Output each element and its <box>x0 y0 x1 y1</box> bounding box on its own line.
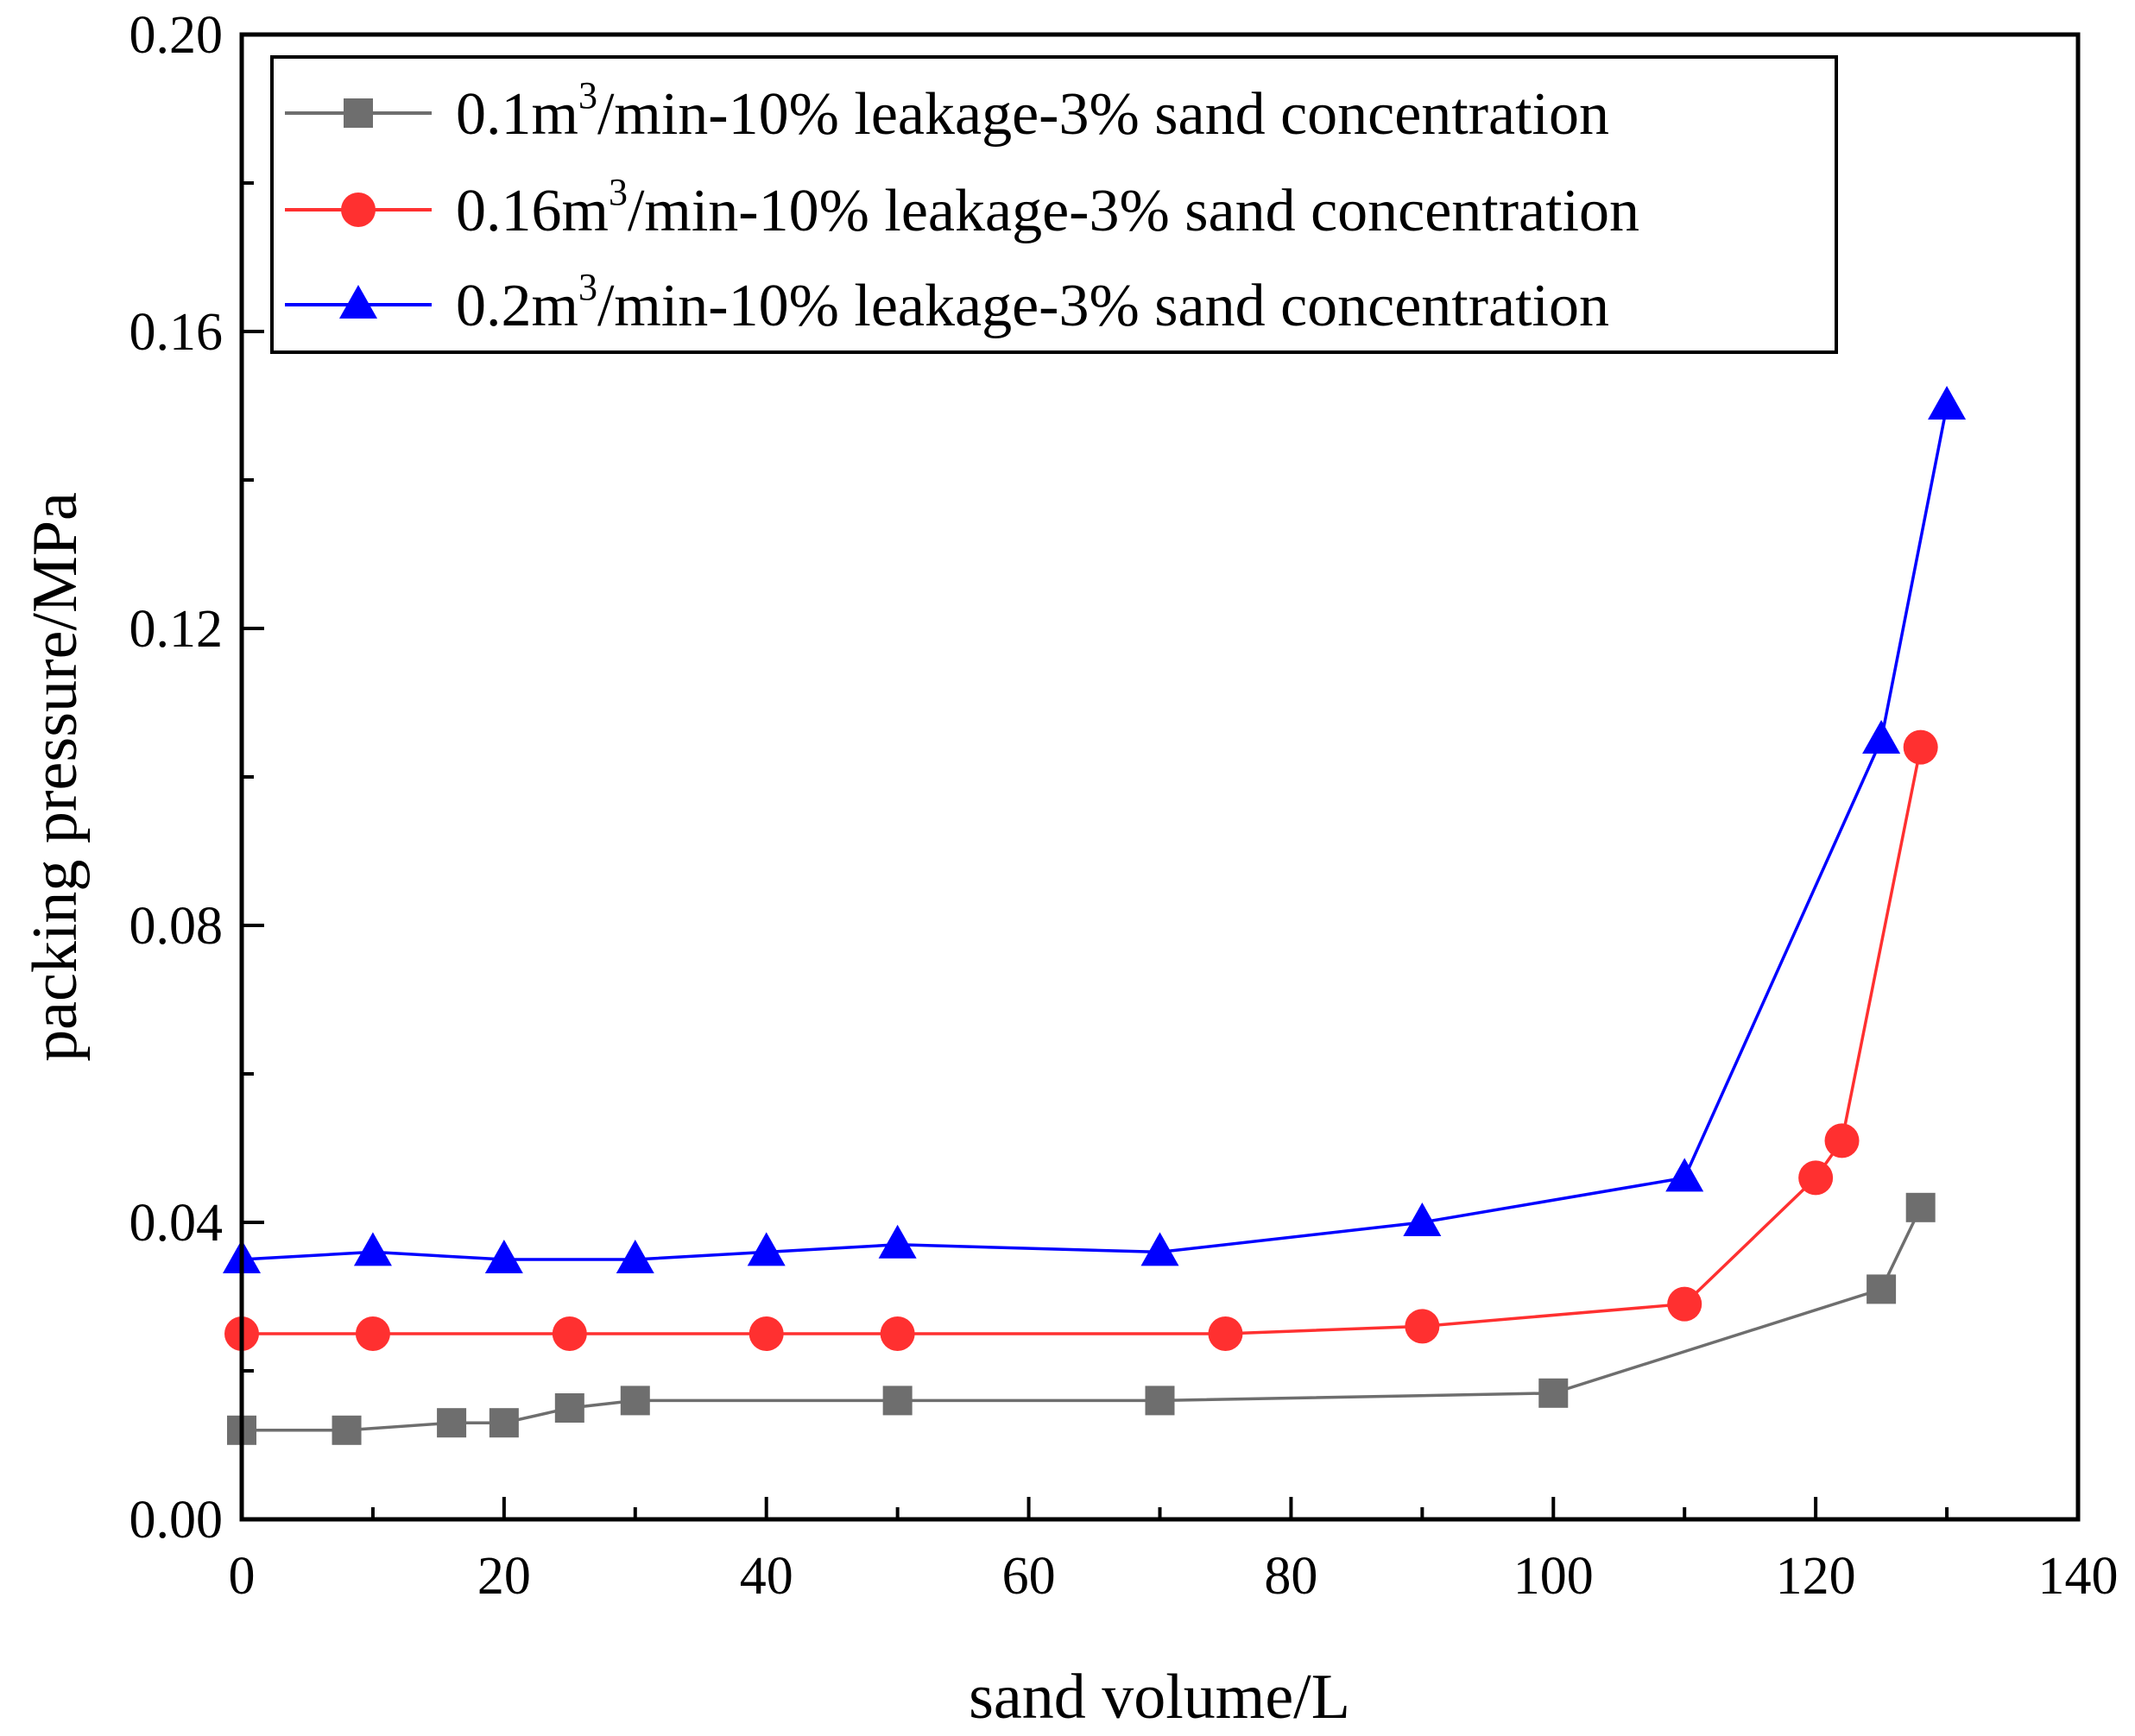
y-tick-label: 0.04 <box>129 1194 224 1253</box>
data-point <box>1667 1286 1702 1322</box>
data-point <box>1538 1378 1569 1408</box>
legend-entry-3: 0.2m3/min-10% leakage-3% sand concentrat… <box>285 266 1609 339</box>
y-tick-label: 0.16 <box>129 303 224 362</box>
data-point <box>489 1408 519 1438</box>
data-point <box>552 1316 587 1351</box>
data-point <box>332 1415 362 1445</box>
data-point <box>749 1316 784 1351</box>
legend-marker <box>344 98 373 128</box>
data-point <box>355 1316 390 1351</box>
data-point <box>878 1224 917 1259</box>
data-point <box>616 1240 654 1273</box>
data-point <box>620 1386 650 1416</box>
legend-marker <box>339 285 377 319</box>
data-point <box>1665 1158 1704 1192</box>
legend: 0.1m3/min-10% leakage-3% sand concentrat… <box>270 55 1838 354</box>
data-point <box>353 1232 392 1266</box>
y-tick-label: 0.08 <box>129 897 224 956</box>
data-point <box>1903 729 1938 765</box>
legend-label: 0.16m3/min-10% leakage-3% sand concentra… <box>456 171 1639 244</box>
legend-label: 0.2m3/min-10% leakage-3% sand concentrat… <box>456 266 1609 339</box>
x-tick-label: 40 <box>740 1547 793 1606</box>
legend-marker <box>341 193 376 227</box>
legend-entry-1: 0.1m3/min-10% leakage-3% sand concentrat… <box>285 74 1609 148</box>
series-layer <box>223 386 1967 1445</box>
data-point <box>1403 1203 1442 1236</box>
x-tick-label: 100 <box>1513 1547 1594 1606</box>
data-point <box>1867 1274 1897 1304</box>
data-point <box>437 1408 467 1438</box>
x-tick-label: 60 <box>1002 1547 1056 1606</box>
data-point <box>1798 1160 1834 1196</box>
data-point <box>1905 1192 1936 1222</box>
legend-label: 0.1m3/min-10% leakage-3% sand concentrat… <box>456 74 1609 148</box>
legend-entry-2: 0.16m3/min-10% leakage-3% sand concentra… <box>285 171 1639 244</box>
data-point <box>1208 1316 1243 1351</box>
y-tick-label: 0.12 <box>129 600 224 659</box>
data-point <box>1928 386 1967 420</box>
data-point <box>747 1232 786 1266</box>
series-3 <box>223 386 1967 1273</box>
y-axis-title: packing pressure/MPa <box>20 492 91 1062</box>
x-tick-label: 0 <box>229 1547 256 1606</box>
y-tick-label: 0.00 <box>129 1491 224 1550</box>
x-tick-label: 80 <box>1264 1547 1317 1606</box>
data-point <box>1862 720 1901 754</box>
data-point <box>1145 1386 1175 1416</box>
data-point <box>554 1393 584 1423</box>
x-tick-label: 120 <box>1776 1547 1856 1606</box>
legend-box <box>270 55 1838 354</box>
y-tick-label: 0.20 <box>129 6 224 65</box>
data-point <box>1405 1309 1440 1344</box>
axis-ticks: 0 20 40 60 80 100 120 140 0.00 0.04 0.08 0.12 0.16 0.… <box>129 6 2119 1606</box>
data-point <box>1140 1232 1179 1266</box>
data-point <box>484 1240 523 1273</box>
x-tick-label: 140 <box>2038 1547 2119 1606</box>
data-point <box>882 1386 913 1416</box>
data-point <box>1824 1123 1860 1158</box>
data-point <box>880 1316 915 1351</box>
series-2 <box>224 729 1938 1351</box>
x-tick-label: 20 <box>477 1547 531 1606</box>
x-axis-title: sand volume/L <box>969 1662 1350 1733</box>
